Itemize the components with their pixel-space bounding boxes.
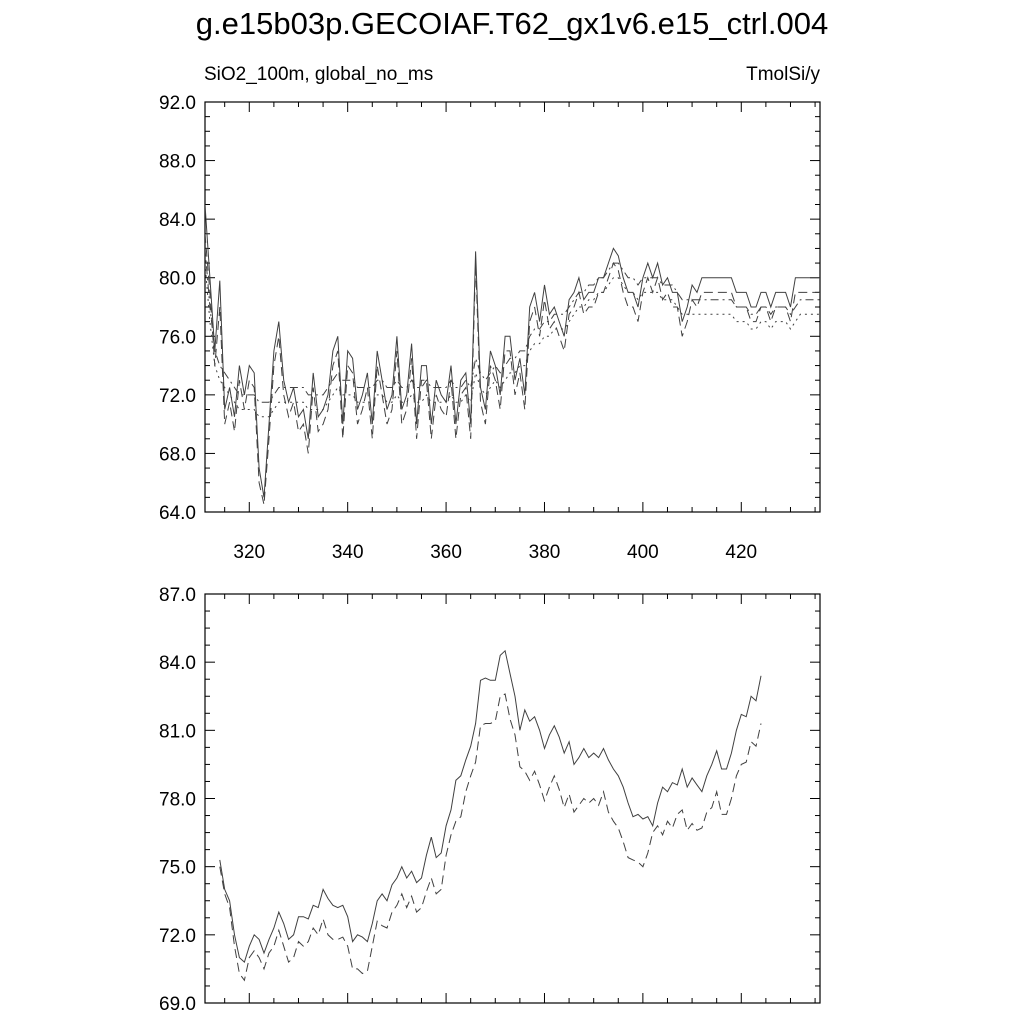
y-tick-label: 88.0: [159, 152, 196, 173]
variable-subtitle: SiO2_100m, global_no_ms: [204, 64, 434, 85]
x-tick-label: 360: [430, 542, 462, 563]
y-tick-label: 87.0: [159, 585, 196, 606]
y-tick-label: 72.0: [159, 386, 196, 407]
x-tick-label: 380: [529, 542, 561, 563]
x-tick-label: 420: [725, 542, 757, 563]
series-line-solid: [205, 204, 820, 498]
x-tick-label: 400: [627, 542, 659, 563]
top-panel: 64.0 68.0 72.0 76.0 80.0 84.0 88.0 92.0 320 340 36…: [159, 93, 821, 563]
units-subtitle: TmolSi/y: [746, 64, 820, 85]
y-tick-label: 84.0: [159, 653, 196, 674]
y-tick-label: 69.0: [159, 994, 196, 1015]
x-tick-label: 320: [233, 542, 265, 563]
chart-title: g.e15b03p.GECOIAF.T62_gx1v6.e15_ctrl.004: [195, 6, 829, 41]
series-line-solid: [219, 649, 762, 963]
y-tick-label: 81.0: [159, 721, 196, 742]
plot-frame: [204, 101, 821, 513]
x-tick-label: 340: [332, 542, 364, 563]
plot-frame: [204, 593, 821, 1004]
series-line-dashdot: [205, 248, 820, 403]
y-tick-label: 92.0: [159, 93, 196, 114]
series-line-dash: [205, 233, 820, 505]
y-tick-label: 76.0: [159, 327, 196, 348]
bottom-panel: 69.0 72.0 75.0 78.0 81.0 84.0 87.0: [159, 585, 821, 1015]
y-tick-label: 72.0: [159, 926, 196, 947]
series-line-dash: [219, 693, 762, 982]
y-tick-label: 64.0: [159, 503, 196, 524]
y-tick-label: 80.0: [159, 269, 196, 290]
y-tick-label: 75.0: [159, 858, 196, 879]
y-tick-label: 68.0: [159, 444, 196, 465]
y-tick-label: 84.0: [159, 210, 196, 231]
series-line-dot: [205, 263, 820, 418]
y-tick-label: 78.0: [159, 790, 196, 811]
